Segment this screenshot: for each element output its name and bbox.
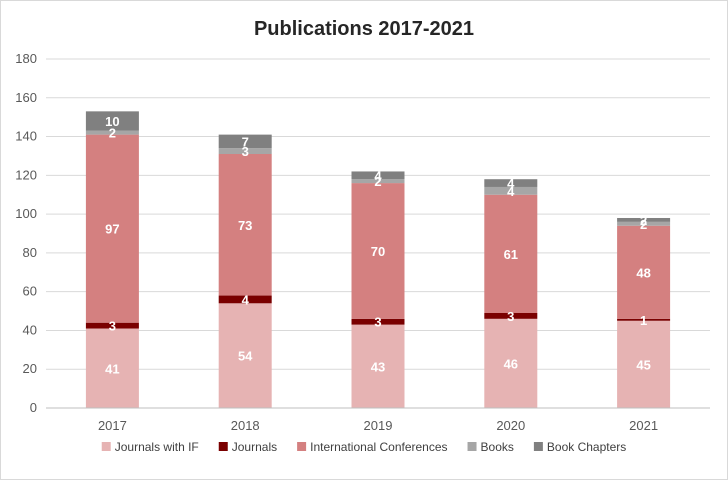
data-label: 61 [504,247,518,262]
bar-segment [484,194,538,313]
legend-item: Journals with IF [101,440,199,454]
data-label: 10 [105,114,119,129]
data-label: 46 [504,356,518,371]
bars [85,111,671,408]
x-tick-label: 2021 [629,418,658,433]
data-label: 7 [242,134,249,149]
data-label: 3 [374,315,381,330]
bar-segment [218,154,272,296]
y-tick-label: 120 [15,167,37,182]
data-label: 45 [636,357,650,372]
chart-title: Publications 2017-2021 [254,18,474,40]
bar-segment [85,111,139,131]
legend-swatch [218,442,228,451]
bar-segment [484,318,538,408]
y-tick-label: 60 [23,284,37,299]
legend-swatch [533,442,543,451]
legend-item: International Conferences [297,440,448,454]
bar-segment [351,171,405,180]
legend-swatch [467,442,477,451]
data-label: 2 [374,174,381,189]
bar-segment [218,303,272,408]
legend-label: Books [481,440,514,454]
data-label: 4 [507,176,515,191]
y-tick-label: 20 [23,361,37,376]
bar-segment [218,295,272,304]
bar-segment [218,134,272,149]
bar-segment [85,130,139,135]
legend-swatch [297,442,307,451]
bar-segment [617,221,671,226]
bar-segment [351,183,405,319]
bar-segment [351,318,405,325]
y-tick-label: 160 [15,90,37,105]
legend-item: Journals [218,440,277,454]
data-label: 54 [238,349,253,364]
y-tick-label: 0 [30,400,37,415]
data-label: 3 [242,144,249,159]
data-label: 1 [640,313,647,328]
x-tick-label: 2019 [364,418,393,433]
bar-segment [617,318,671,321]
bar-segment [484,186,538,195]
y-tick-label: 100 [15,206,37,221]
legend-label: International Conferences [310,440,447,454]
data-label: 43 [371,359,385,374]
data-label: 48 [636,265,650,280]
bar-segment [484,312,538,319]
data-label: 70 [371,244,385,259]
legend: Journals with IF Journals International Co… [101,440,626,454]
data-label: 4 [242,292,250,307]
legend-swatch [101,442,111,451]
x-tick-label: 2020 [496,418,525,433]
x-tick-label: 2017 [98,418,127,433]
bar-segment [85,134,139,323]
bar-segment [617,320,671,408]
data-label: 4 [507,184,515,199]
bar-segment [218,148,272,155]
y-axis-ticks: 0 20 40 60 80 100 120 140 160 180 [15,51,37,415]
data-label: 97 [105,222,119,237]
data-label: 73 [238,218,252,233]
data-label: 2 [109,126,116,141]
legend-item: Books [467,440,514,454]
legend-item: Book Chapters [533,440,626,454]
y-tick-label: 40 [23,322,37,337]
bar-segment [617,225,671,319]
data-label: 3 [109,319,116,334]
data-label: 41 [105,361,119,376]
bar-segment [484,179,538,187]
y-tick-label: 140 [15,129,37,144]
bar-segment [85,328,139,408]
x-axis-ticks: 2017 2018 2019 2020 2021 [46,407,710,433]
legend-label: Book Chapters [547,440,626,454]
data-label: 2 [640,217,647,232]
bar-segment [85,322,139,329]
bar-segment [617,217,671,222]
y-tick-label: 80 [23,245,37,260]
data-label: 4 [374,168,382,183]
bar-segment [351,324,405,408]
x-tick-label: 2018 [231,418,260,433]
bar-segment [351,179,405,184]
data-label: 2 [640,213,647,228]
y-tick-label: 180 [15,51,37,66]
data-label: 3 [507,309,514,324]
legend-label: Journals with IF [115,440,199,454]
legend-label: Journals [232,440,277,454]
